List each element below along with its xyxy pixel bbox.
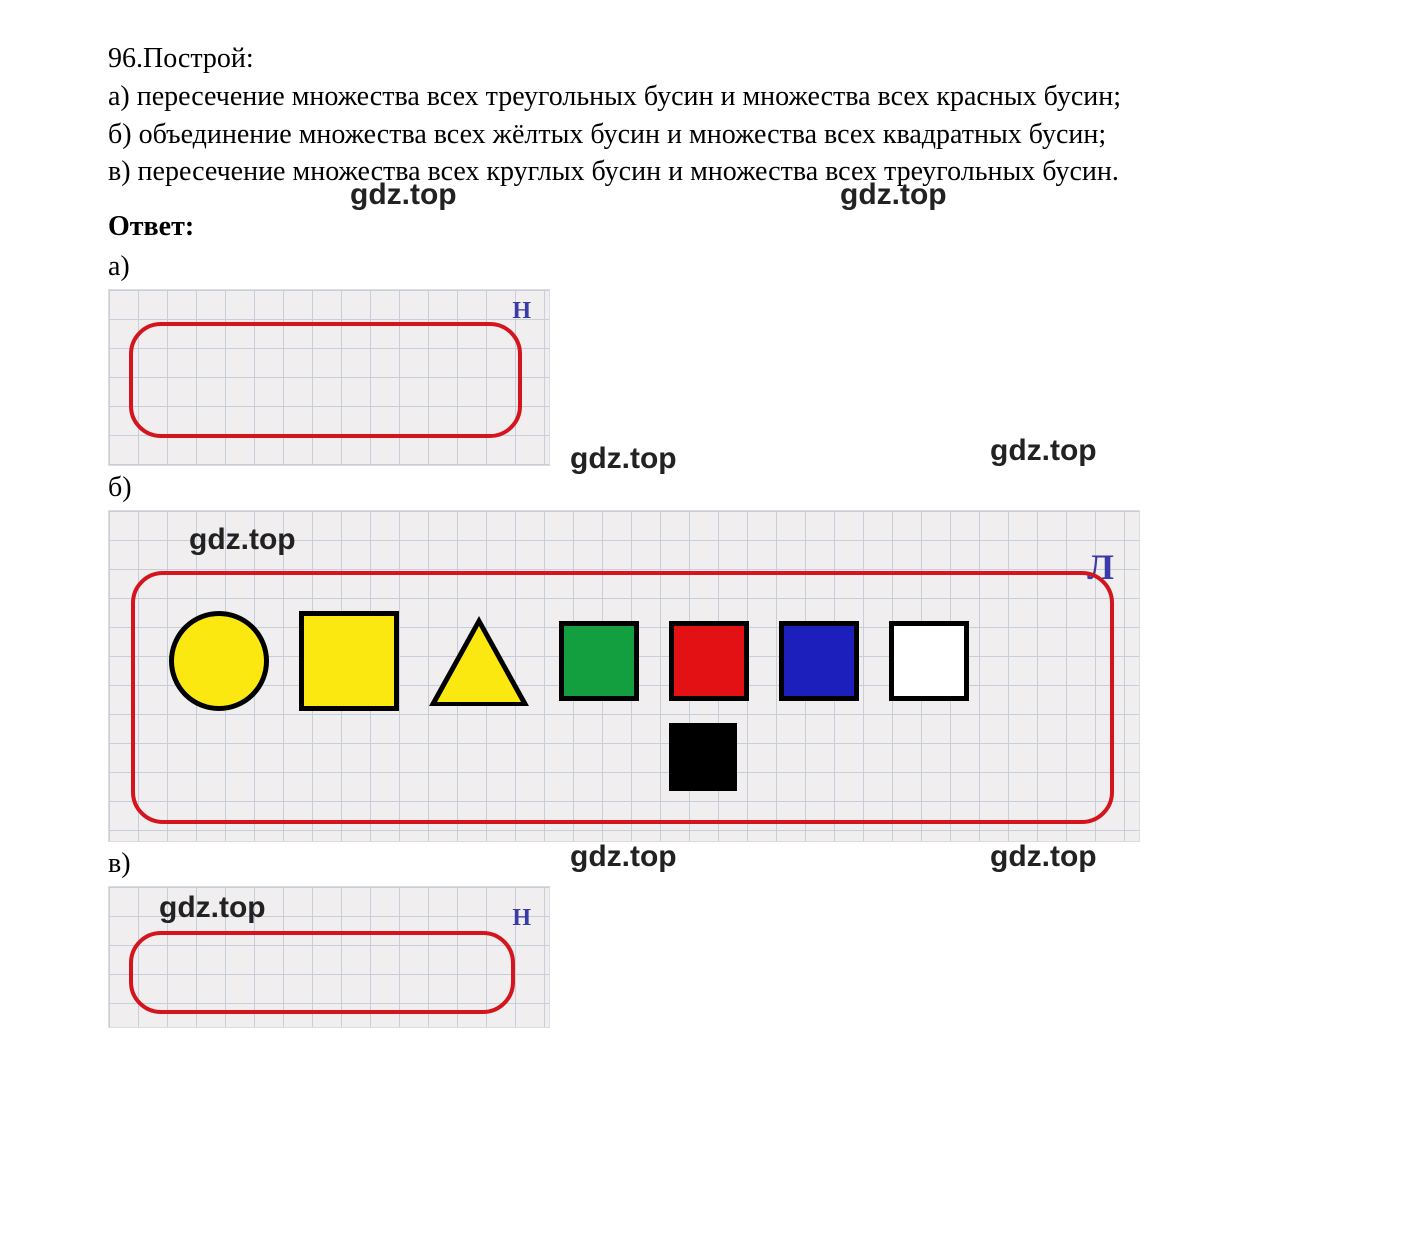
problem-part-a: а) пересечение множества всех треугольны… — [60, 78, 1346, 116]
watermark: gdz.top — [570, 442, 677, 476]
square-black — [669, 723, 737, 791]
set-label-c: Н — [512, 905, 531, 932]
problem-header: 96.Построй: — [60, 40, 1346, 78]
set-border-c — [129, 931, 515, 1014]
circle-yellow — [169, 611, 269, 711]
problem-text: 96.Построй: а) пересечение множества все… — [60, 40, 1346, 191]
triangle-inner — [437, 626, 521, 702]
watermark: gdz.top — [189, 523, 296, 557]
problem-part-b-line: б) объединение множества всех жёлтых бус… — [60, 116, 1346, 154]
watermark: gdz.top — [159, 891, 266, 925]
part-c-label: в) — [60, 848, 1346, 880]
panel-b: gdz.top Л — [108, 510, 1140, 842]
shapes-row — [169, 611, 969, 711]
problem-part-c: в) пересечение множества всех круглых бу… — [60, 153, 1346, 191]
problem-part-b: б) объединение множества всех жёлтых бус… — [108, 119, 1106, 150]
answer-label: Ответ: — [60, 211, 1346, 243]
panel-a: Н — [108, 289, 550, 466]
square-white — [889, 621, 969, 701]
set-border-a — [129, 322, 522, 438]
square-green — [559, 621, 639, 701]
square-blue — [779, 621, 859, 701]
set-label-a: Н — [512, 298, 531, 325]
part-a-label: а) — [60, 251, 1346, 283]
square-yellow — [299, 611, 399, 711]
triangle-yellow — [429, 616, 529, 706]
square-red — [669, 621, 749, 701]
panel-c: gdz.top Н — [108, 886, 550, 1028]
watermark: gdz.top — [990, 434, 1097, 468]
part-b-label: б) — [60, 472, 1346, 504]
